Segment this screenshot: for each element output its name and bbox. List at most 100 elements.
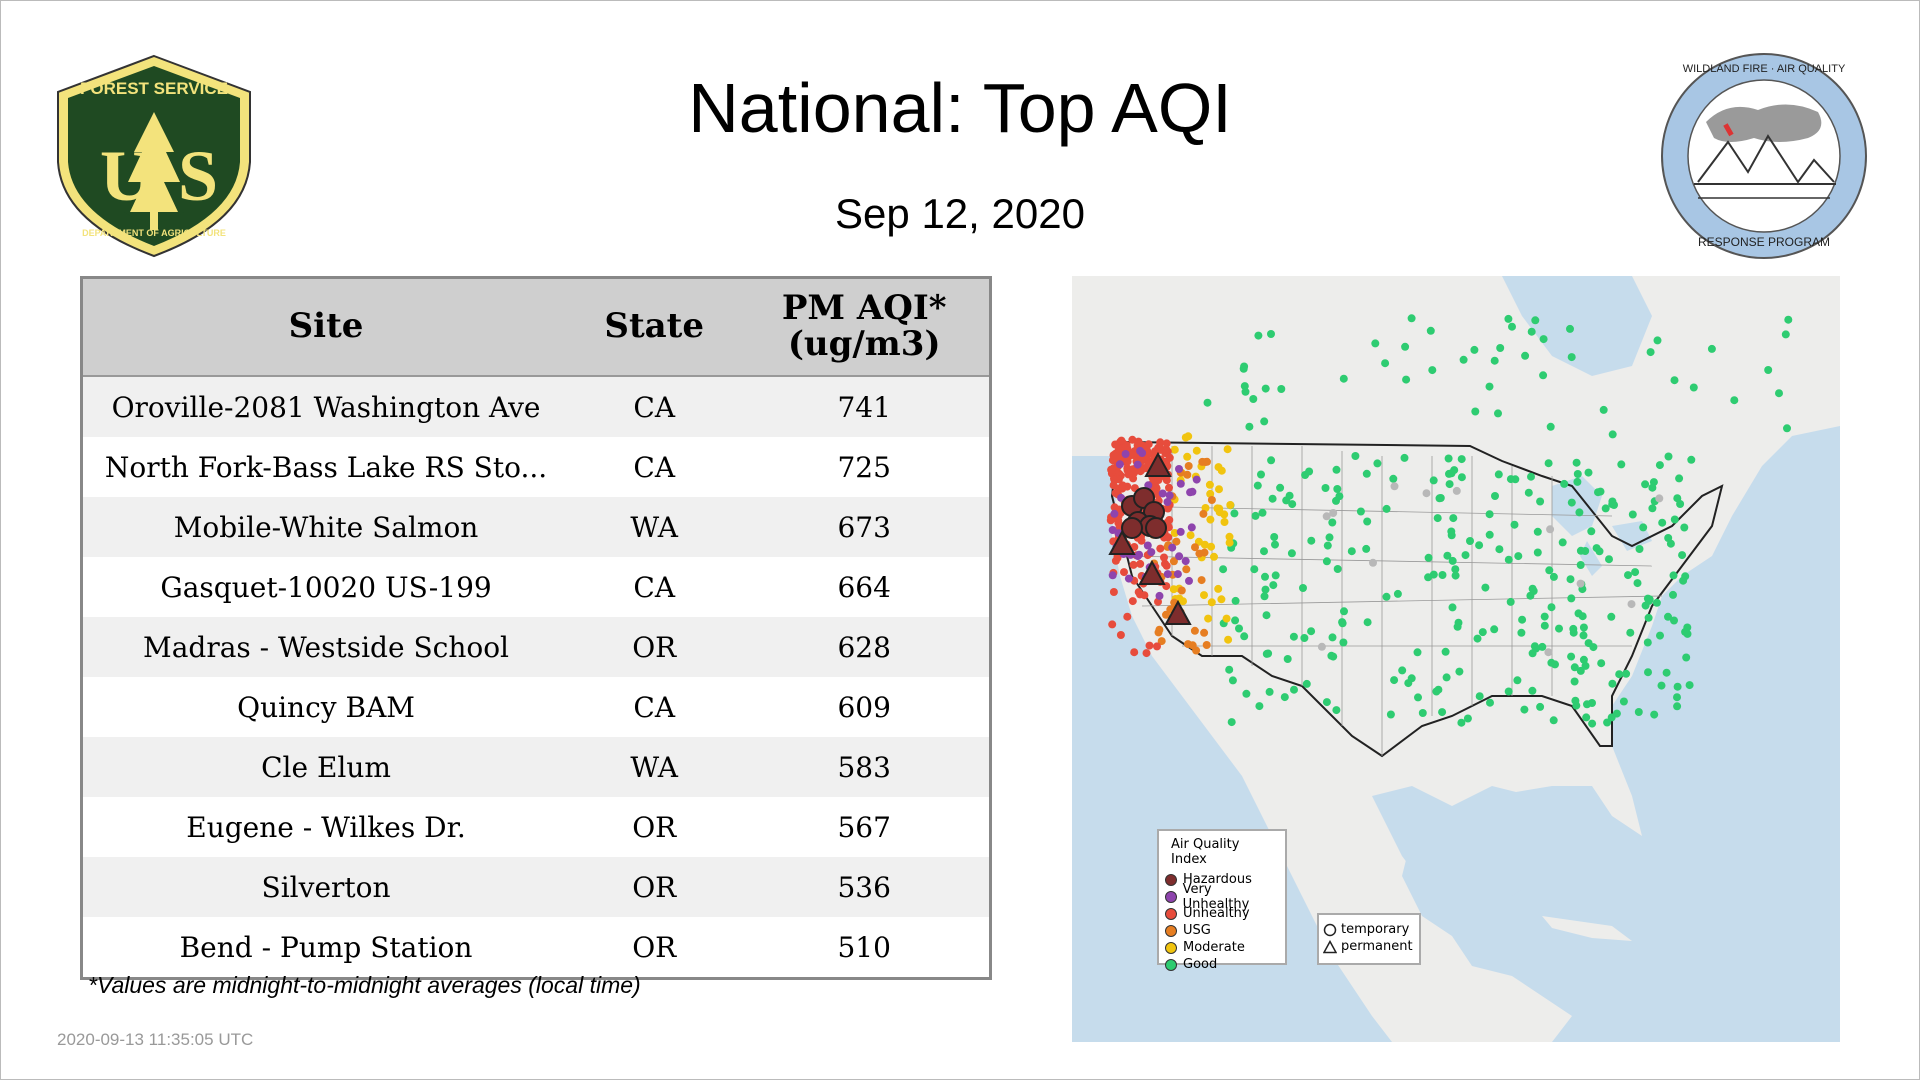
monitor-dot bbox=[1160, 553, 1168, 562]
aqi-map[interactable] bbox=[1072, 276, 1840, 1042]
monitor-dot bbox=[1524, 488, 1533, 497]
monitor-dot bbox=[1328, 518, 1337, 527]
monitor-dot bbox=[1390, 676, 1399, 685]
monitor-dot bbox=[1213, 504, 1222, 513]
monitor-dot bbox=[1545, 566, 1554, 575]
monitor-dot bbox=[1203, 398, 1212, 407]
legend-item-good: Good bbox=[1165, 956, 1279, 973]
monitor-dot bbox=[1155, 442, 1164, 451]
monitor-dot bbox=[1138, 449, 1147, 457]
monitor-dot bbox=[1219, 565, 1228, 574]
monitor-dot bbox=[1207, 542, 1216, 551]
monitor-dot bbox=[1362, 469, 1371, 478]
monitor-dot bbox=[1662, 668, 1671, 677]
monitor-dot bbox=[1764, 366, 1773, 374]
monitor-dot bbox=[1549, 572, 1558, 581]
monitor-dot bbox=[1669, 590, 1677, 599]
monitor-dot bbox=[1269, 581, 1278, 590]
monitor-dot bbox=[1504, 314, 1513, 323]
monitor-dot bbox=[1228, 676, 1237, 685]
monitor-dot bbox=[1136, 559, 1145, 568]
monitor-dot bbox=[1210, 552, 1218, 561]
monitor-dot bbox=[1339, 638, 1348, 647]
monitor-dot bbox=[1241, 387, 1250, 396]
monitor-dot bbox=[1485, 510, 1494, 519]
table-row: Silverton OR 536 bbox=[81, 857, 991, 917]
monitor-dot bbox=[1418, 709, 1427, 717]
monitor-dot bbox=[1599, 405, 1608, 414]
monitor-dot bbox=[1595, 547, 1604, 556]
monitor-dot bbox=[1576, 666, 1585, 675]
logo-top-text: FOREST SERVICE bbox=[80, 79, 228, 98]
svg-text:S: S bbox=[178, 136, 218, 216]
monitor-dot bbox=[1206, 489, 1215, 498]
monitor-dot bbox=[1108, 571, 1117, 580]
monitor-dot bbox=[1285, 491, 1294, 500]
monitor-dot bbox=[1267, 456, 1276, 465]
monitor-dot bbox=[1584, 639, 1593, 648]
cell-state: CA bbox=[569, 437, 740, 497]
monitor-dot bbox=[1110, 475, 1119, 484]
cell-value: 510 bbox=[739, 917, 991, 979]
monitor-dot bbox=[1426, 326, 1435, 335]
cell-state: CA bbox=[569, 376, 740, 437]
monitor-dot bbox=[1176, 479, 1185, 488]
monitor-dot bbox=[1707, 344, 1716, 353]
monitor-dot bbox=[1201, 458, 1210, 466]
monitor-dot bbox=[1276, 483, 1285, 492]
monitor-dot bbox=[1110, 509, 1119, 518]
monitor-dot bbox=[1271, 571, 1280, 580]
monitor-dot bbox=[1153, 642, 1161, 651]
monitor-dot bbox=[1547, 603, 1556, 612]
monitor-dot bbox=[1681, 627, 1690, 636]
monitor-dot bbox=[1280, 693, 1289, 702]
monitor-dot bbox=[1117, 436, 1126, 445]
monitor-dot bbox=[1235, 624, 1243, 633]
cell-value: 664 bbox=[739, 557, 991, 617]
monitor-dot bbox=[1214, 584, 1223, 593]
monitor-dot bbox=[1239, 364, 1248, 373]
monitor-dot bbox=[1260, 547, 1268, 556]
monitor-dot bbox=[1202, 641, 1211, 649]
monitor-dot bbox=[1490, 356, 1499, 365]
monitor-dot bbox=[1475, 541, 1484, 550]
table-row: Quincy BAM CA 609 bbox=[81, 677, 991, 737]
forest-service-shield-icon: FOREST SERVICE U S DEPARTMENT OF AGRICUL… bbox=[57, 54, 251, 258]
monitor-dot bbox=[1628, 510, 1637, 519]
monitor-dot bbox=[1351, 452, 1360, 460]
wildland-fire-seal-icon: WILDLAND FIRE · AIR QUALITY RESPONSE PRO… bbox=[1661, 53, 1867, 259]
table-header-row: Site State PM AQI* (ug/m3) bbox=[81, 277, 991, 377]
cell-site: Gasquet-10020 US-199 bbox=[81, 557, 570, 617]
monitor-dot bbox=[1382, 504, 1391, 513]
monitor-dot bbox=[1569, 628, 1578, 637]
seal-top-text: WILDLAND FIRE · AIR QUALITY bbox=[1683, 63, 1846, 75]
monitor-dot bbox=[1597, 659, 1606, 668]
monitor-dot bbox=[1300, 634, 1309, 642]
monitor-dot bbox=[1220, 510, 1229, 519]
monitor-dot bbox=[1521, 351, 1530, 360]
monitor-dot bbox=[1579, 631, 1588, 640]
monitor-dot bbox=[1626, 628, 1635, 637]
monitor-dot bbox=[1227, 718, 1236, 727]
monitor-dot bbox=[1471, 407, 1480, 416]
monitor-dot bbox=[1287, 549, 1296, 558]
legend-item-hazardous: Hazardous bbox=[1165, 871, 1279, 888]
legend-label: temporary bbox=[1341, 922, 1410, 937]
monitor-dot bbox=[1192, 446, 1201, 455]
monitor-dot bbox=[1546, 422, 1555, 431]
monitor-dot bbox=[1536, 497, 1545, 506]
cell-site: North Fork-Bass Lake RS Sto... bbox=[81, 437, 570, 497]
monitor-dot bbox=[1155, 591, 1164, 600]
cell-value: 673 bbox=[739, 497, 991, 557]
monitor-dot bbox=[1381, 359, 1390, 368]
monitor-dot bbox=[1187, 523, 1196, 532]
logo-bottom-text: DEPARTMENT OF AGRICULTURE bbox=[82, 228, 226, 238]
monitor-dot bbox=[1250, 565, 1259, 574]
monitor-dot bbox=[1200, 540, 1209, 549]
monitor-dot bbox=[1673, 682, 1682, 691]
monitor-dot bbox=[1158, 489, 1167, 498]
cell-state: CA bbox=[569, 557, 740, 617]
monitor-dot bbox=[1262, 611, 1271, 620]
table-row: Cle Elum WA 583 bbox=[81, 737, 991, 797]
monitor-dot bbox=[1333, 485, 1342, 493]
